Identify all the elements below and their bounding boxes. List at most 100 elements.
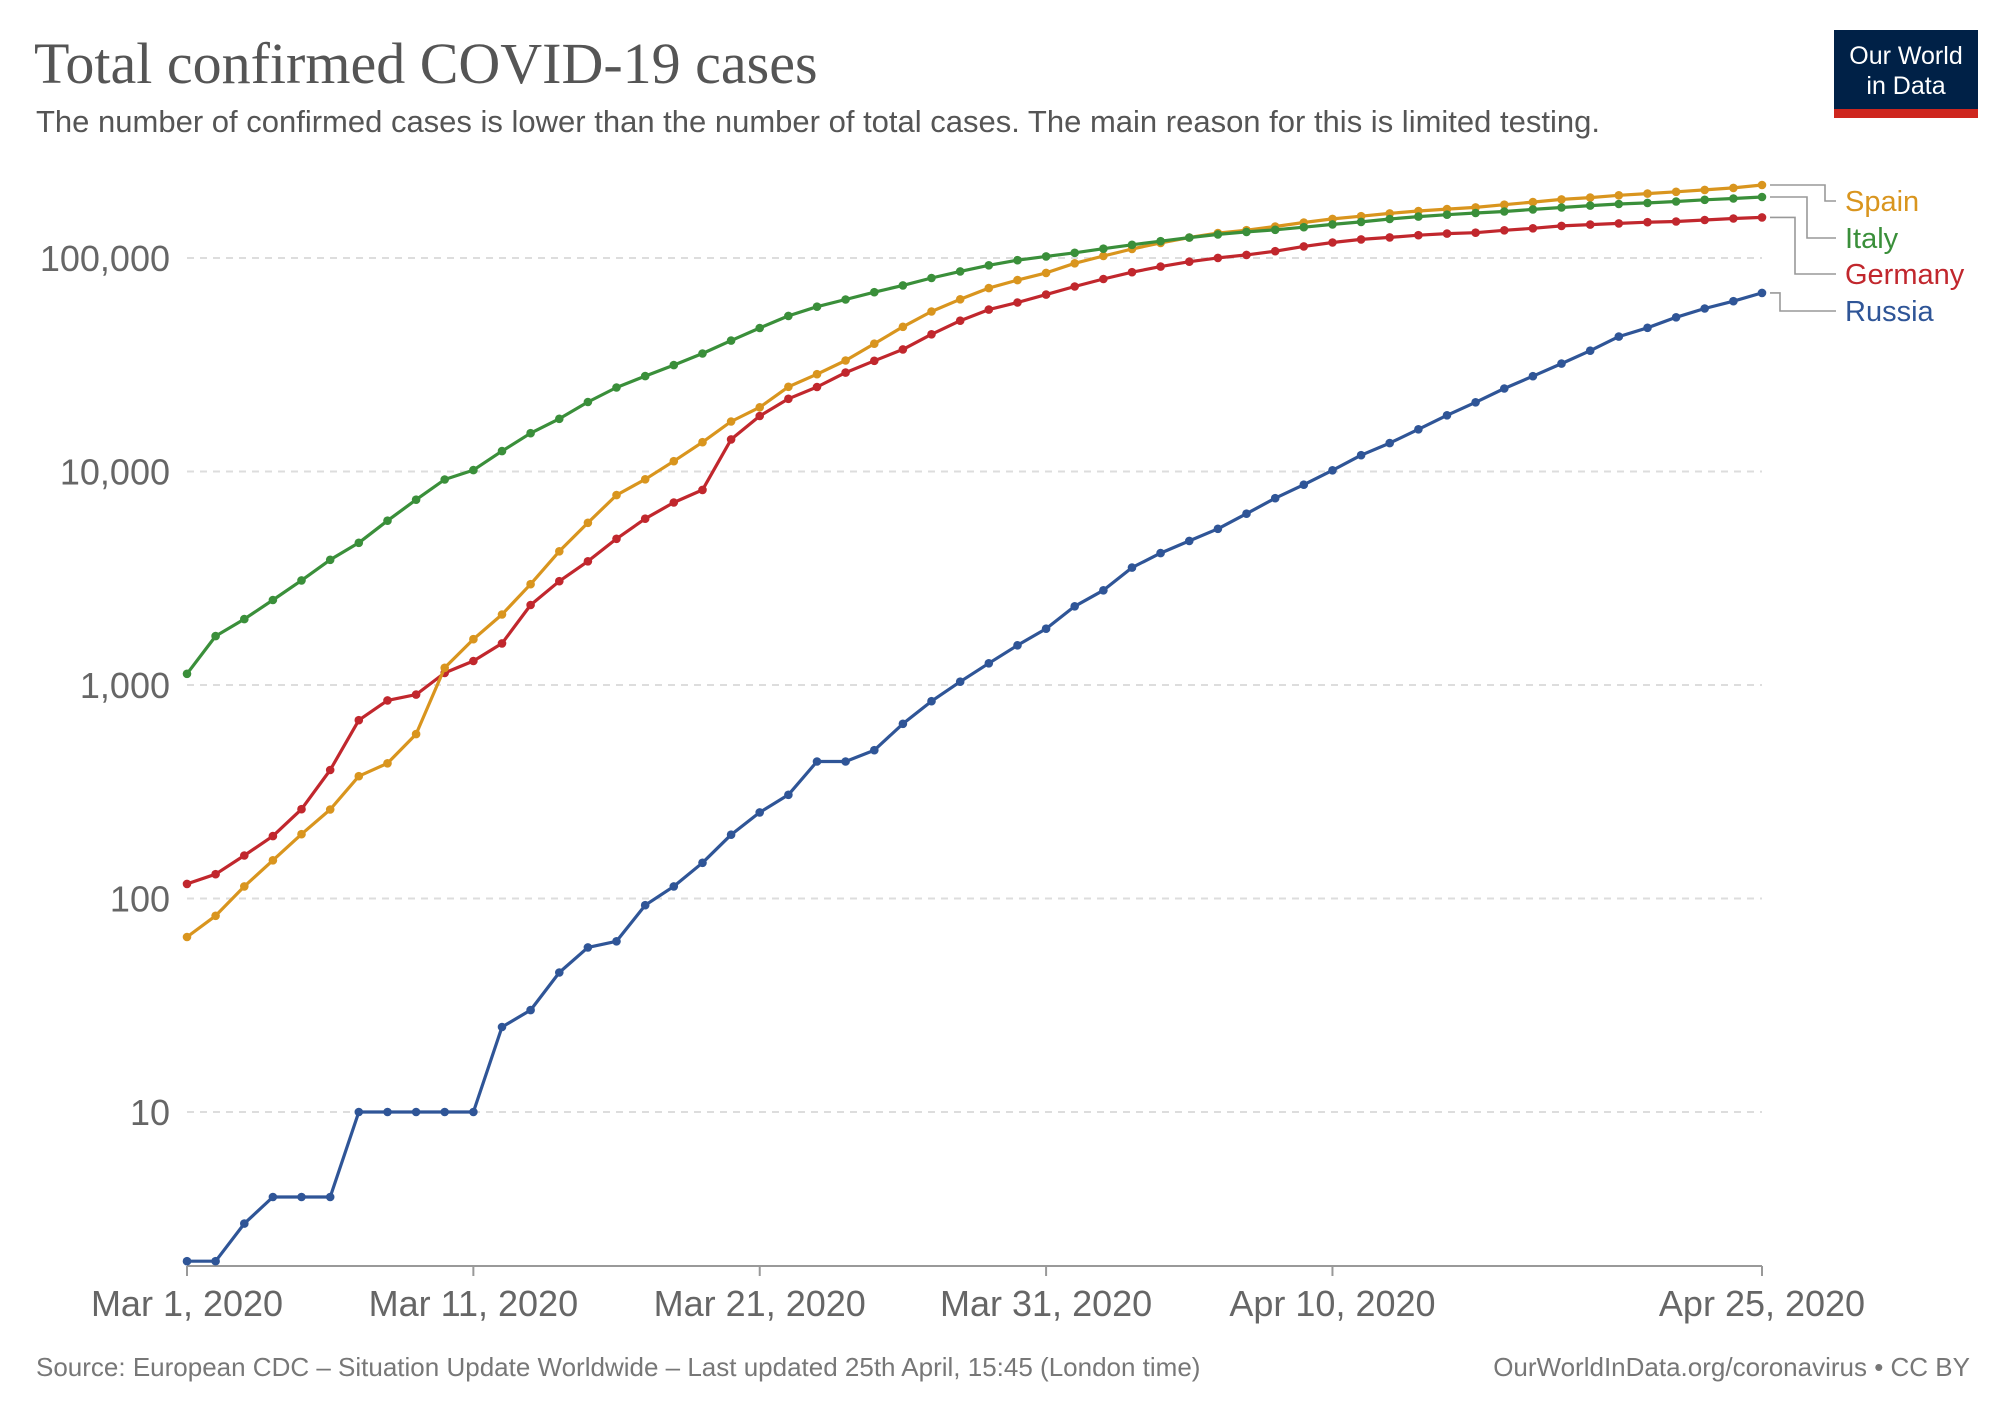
data-point[interactable] xyxy=(1643,189,1652,198)
data-point[interactable] xyxy=(497,446,507,456)
data-point[interactable] xyxy=(755,323,764,333)
data-point[interactable] xyxy=(1385,214,1394,224)
series-russia[interactable] xyxy=(182,288,1767,1266)
data-point[interactable] xyxy=(1442,229,1452,238)
data-point[interactable] xyxy=(1185,536,1194,546)
data-point[interactable] xyxy=(726,435,736,444)
data-point[interactable] xyxy=(1356,235,1366,244)
data-point[interactable] xyxy=(583,397,593,407)
data-point[interactable] xyxy=(955,316,965,326)
data-point[interactable] xyxy=(1070,248,1079,258)
data-point[interactable] xyxy=(1557,359,1566,368)
data-point[interactable] xyxy=(1585,193,1595,202)
data-point[interactable] xyxy=(1356,450,1366,460)
data-point[interactable] xyxy=(211,631,220,641)
data-point[interactable] xyxy=(411,1107,421,1117)
data-point[interactable] xyxy=(1127,563,1137,572)
data-point[interactable] xyxy=(1299,222,1309,232)
data-point[interactable] xyxy=(526,600,535,610)
data-point[interactable] xyxy=(1729,194,1738,203)
data-point[interactable] xyxy=(812,369,822,379)
data-point[interactable] xyxy=(1643,198,1652,208)
data-point[interactable] xyxy=(984,659,994,668)
data-point[interactable] xyxy=(841,295,850,304)
data-point[interactable] xyxy=(698,437,707,447)
data-point[interactable] xyxy=(1185,233,1194,242)
data-point[interactable] xyxy=(1585,346,1595,356)
data-point[interactable] xyxy=(698,858,707,868)
data-point[interactable] xyxy=(640,514,650,523)
data-point[interactable] xyxy=(1099,251,1108,261)
series-spain[interactable] xyxy=(182,180,1767,942)
data-point[interactable] xyxy=(812,302,822,312)
data-point[interactable] xyxy=(1414,230,1423,240)
data-point[interactable] xyxy=(927,273,936,283)
data-point[interactable] xyxy=(698,485,707,495)
data-point[interactable] xyxy=(1213,230,1223,239)
data-point[interactable] xyxy=(1671,197,1681,206)
data-point[interactable] xyxy=(1099,244,1108,253)
data-point[interactable] xyxy=(784,382,793,392)
data-point[interactable] xyxy=(640,475,650,484)
data-point[interactable] xyxy=(1557,221,1566,231)
data-point[interactable] xyxy=(1041,290,1051,299)
series-line-spain[interactable] xyxy=(186,183,1763,939)
data-point[interactable] xyxy=(211,869,220,879)
data-point[interactable] xyxy=(1213,253,1223,263)
data-point[interactable] xyxy=(240,614,249,624)
data-point[interactable] xyxy=(440,663,450,673)
owid-logo[interactable]: Our World in Data xyxy=(1834,30,1978,118)
data-point[interactable] xyxy=(1414,425,1423,434)
data-point[interactable] xyxy=(411,495,421,505)
data-point[interactable] xyxy=(898,345,908,354)
data-point[interactable] xyxy=(841,757,850,766)
data-point[interactable] xyxy=(1757,288,1767,298)
data-point[interactable] xyxy=(1557,203,1566,212)
data-point[interactable] xyxy=(555,547,564,556)
data-point[interactable] xyxy=(870,339,879,349)
data-point[interactable] xyxy=(1729,183,1738,193)
legend-label-germany[interactable]: Germany xyxy=(1845,259,1965,291)
data-point[interactable] xyxy=(669,882,679,891)
data-point[interactable] xyxy=(755,403,764,412)
data-point[interactable] xyxy=(640,900,650,910)
data-point[interactable] xyxy=(1127,267,1137,277)
data-point[interactable] xyxy=(555,576,564,586)
data-point[interactable] xyxy=(755,411,764,421)
data-point[interactable] xyxy=(383,696,392,705)
data-point[interactable] xyxy=(583,557,593,566)
data-point[interactable] xyxy=(726,336,736,345)
data-point[interactable] xyxy=(1070,259,1079,268)
data-point[interactable] xyxy=(955,295,965,304)
data-point[interactable] xyxy=(411,690,421,699)
data-point[interactable] xyxy=(898,281,908,290)
data-point[interactable] xyxy=(1041,268,1051,278)
data-point[interactable] xyxy=(268,856,278,865)
data-point[interactable] xyxy=(1127,240,1137,250)
data-point[interactable] xyxy=(354,715,364,725)
data-point[interactable] xyxy=(1299,480,1309,490)
data-point[interactable] xyxy=(583,518,593,528)
data-point[interactable] xyxy=(1270,493,1280,503)
data-point[interactable] xyxy=(1500,200,1509,209)
data-point[interactable] xyxy=(1471,398,1480,407)
data-point[interactable] xyxy=(726,830,736,839)
data-point[interactable] xyxy=(383,516,392,525)
data-point[interactable] xyxy=(1242,509,1251,518)
data-point[interactable] xyxy=(955,677,965,686)
data-point[interactable] xyxy=(1471,208,1480,218)
data-point[interactable] xyxy=(1041,624,1051,633)
data-point[interactable] xyxy=(1700,195,1709,205)
data-point[interactable] xyxy=(354,1107,364,1117)
data-point[interactable] xyxy=(1643,323,1652,333)
data-point[interactable] xyxy=(325,765,335,775)
data-point[interactable] xyxy=(1671,217,1681,226)
data-point[interactable] xyxy=(1242,227,1251,237)
data-point[interactable] xyxy=(1557,195,1566,204)
data-point[interactable] xyxy=(1528,205,1538,214)
data-point[interactable] xyxy=(1185,257,1194,267)
data-point[interactable] xyxy=(1757,192,1767,202)
data-point[interactable] xyxy=(240,851,249,860)
legend-label-russia[interactable]: Russia xyxy=(1845,296,1935,328)
data-point[interactable] xyxy=(1729,296,1738,306)
